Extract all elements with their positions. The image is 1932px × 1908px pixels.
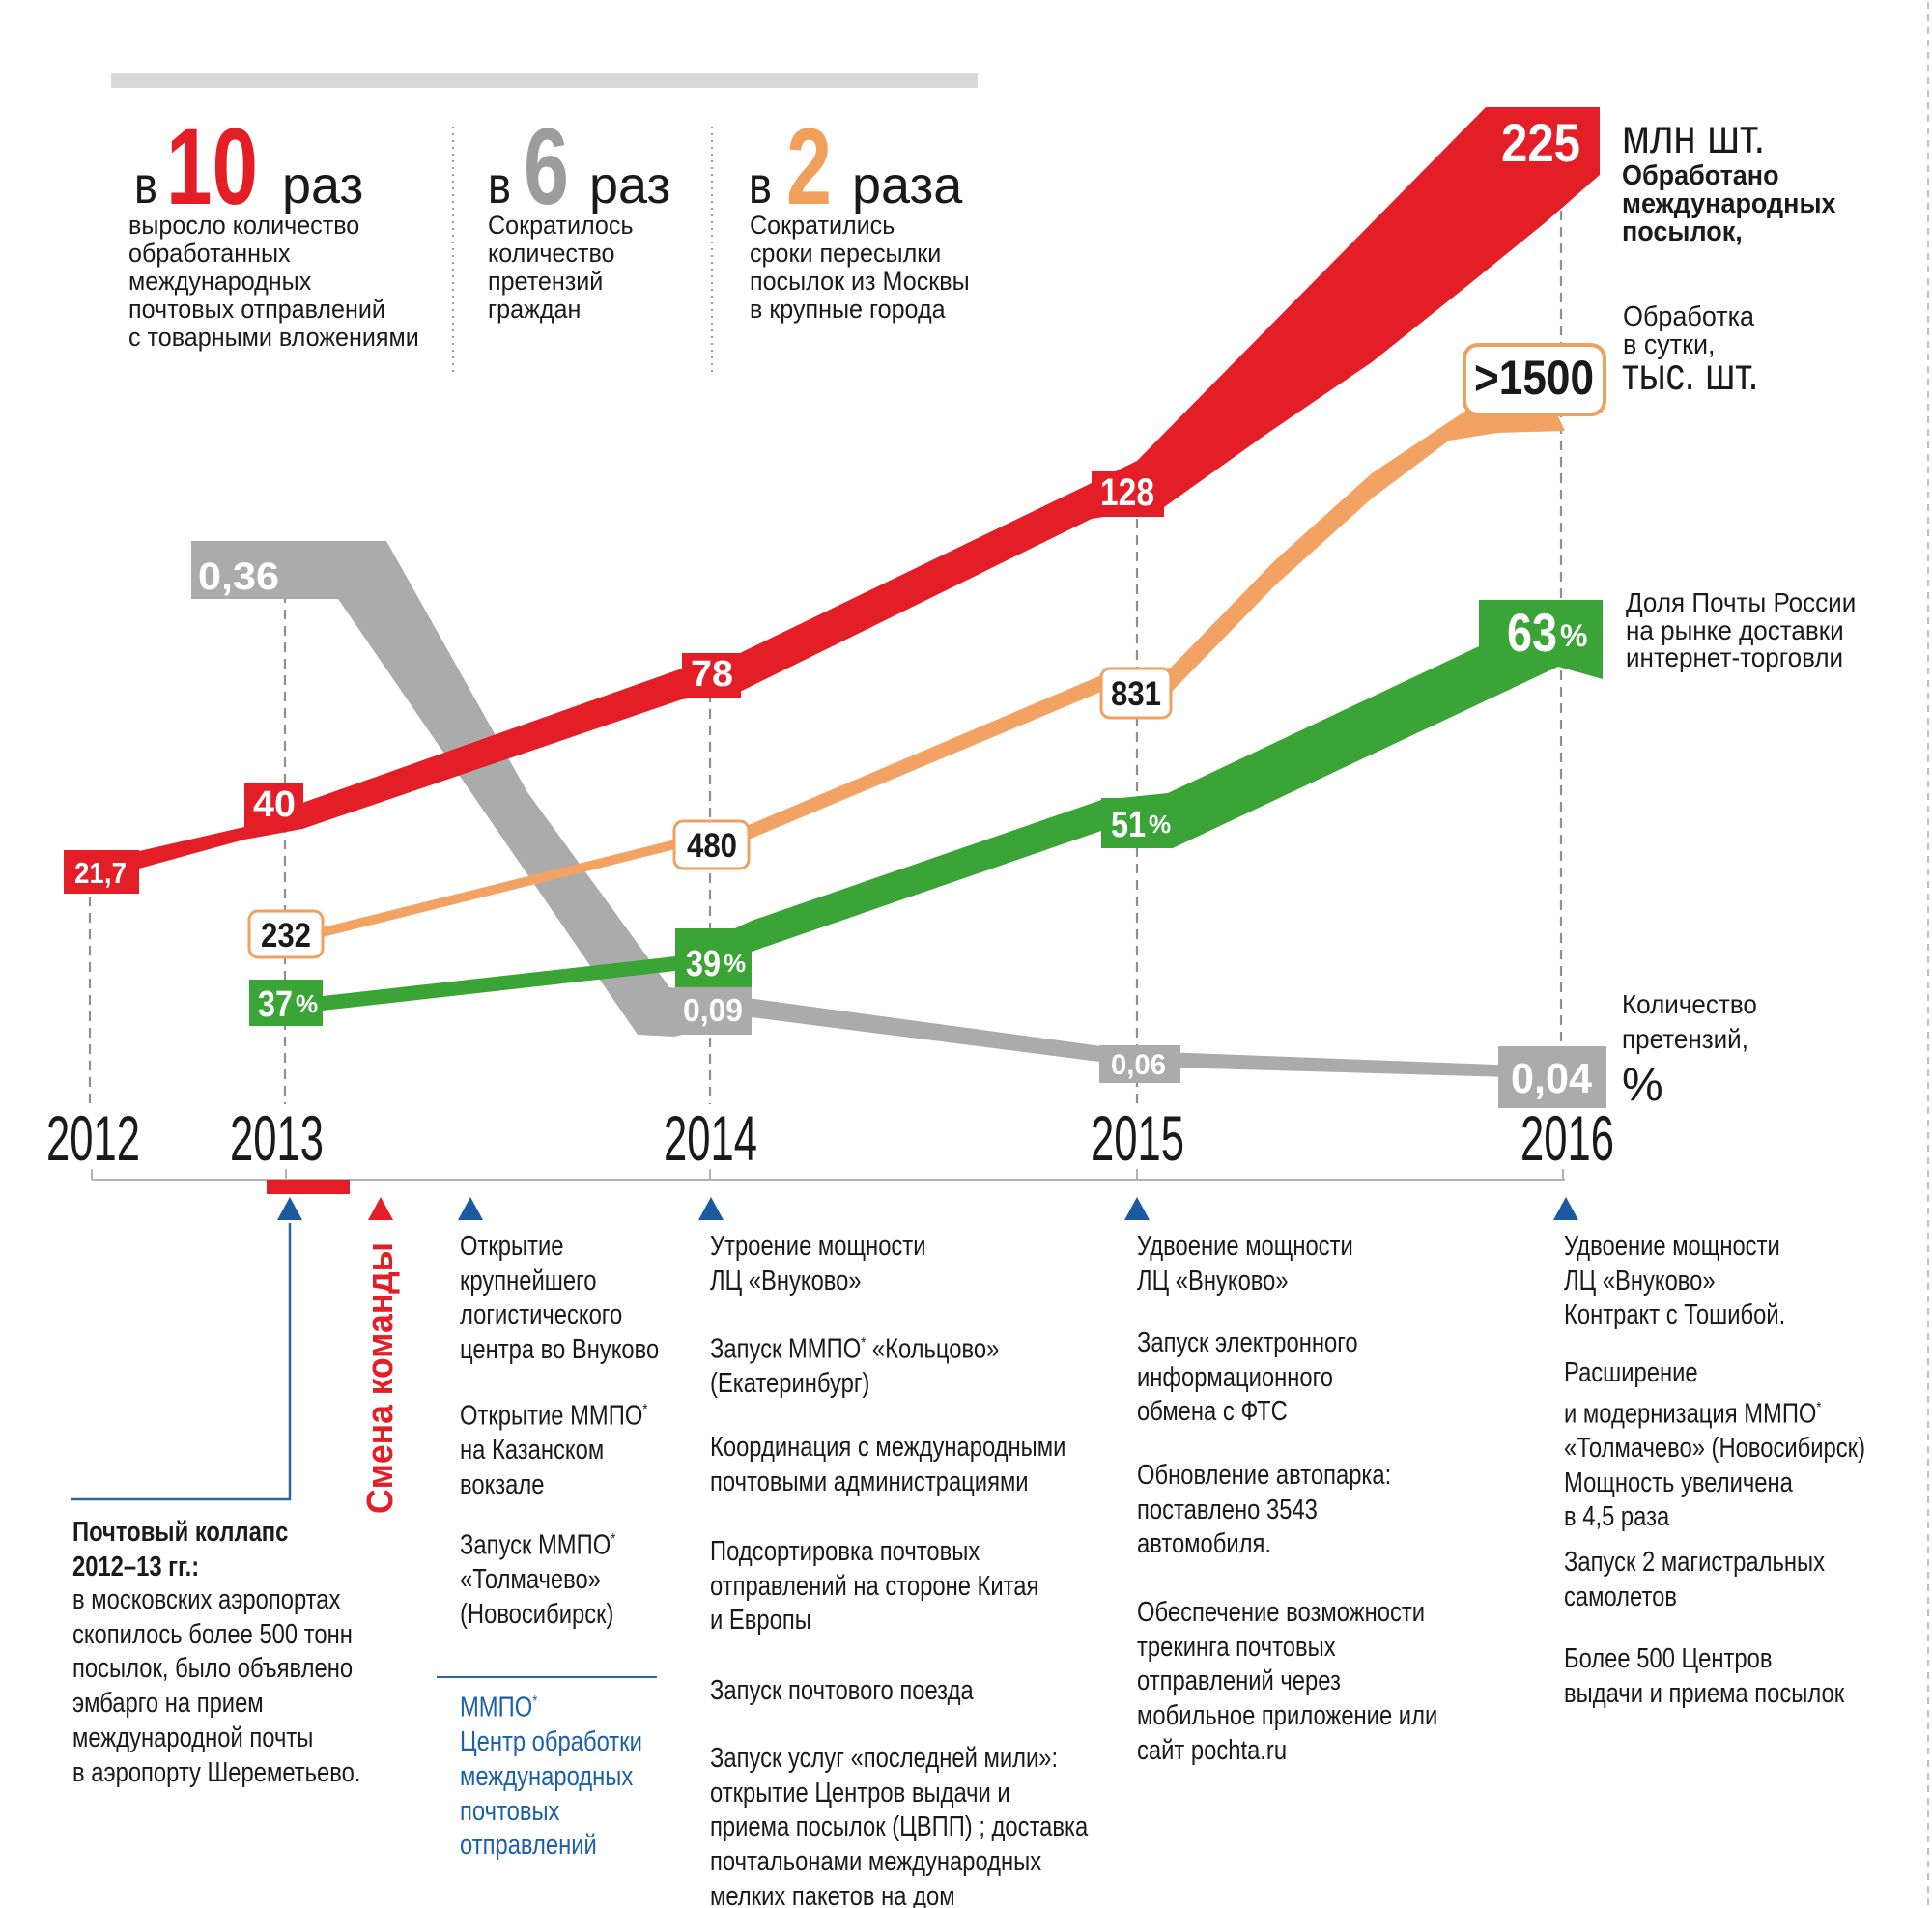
svg-text:63: 63 — [1507, 602, 1557, 663]
svg-text:в: в — [749, 157, 772, 214]
svg-text:128: 128 — [1100, 471, 1154, 514]
svg-text:0,36: 0,36 — [198, 555, 279, 598]
svg-text:Смена команды: Смена команды — [360, 1242, 401, 1514]
svg-text:2015: 2015 — [1091, 1102, 1184, 1174]
svg-text:2016: 2016 — [1520, 1102, 1614, 1174]
svg-text:21,7: 21,7 — [74, 856, 127, 890]
svg-text:480: 480 — [687, 827, 737, 865]
svg-text:10: 10 — [166, 106, 258, 227]
svg-text:6: 6 — [524, 106, 569, 227]
svg-text:в: в — [488, 157, 511, 214]
svg-text:%: % — [1149, 810, 1171, 839]
svg-text:0,09: 0,09 — [683, 992, 743, 1028]
svg-text:78: 78 — [691, 654, 733, 695]
svg-text:2: 2 — [786, 106, 832, 227]
svg-text:0,06: 0,06 — [1111, 1049, 1166, 1081]
svg-text:%: % — [724, 949, 746, 978]
svg-text:в: в — [134, 157, 157, 214]
svg-text:раз: раз — [589, 157, 670, 214]
svg-text:раза: раза — [852, 157, 963, 214]
svg-text:232: 232 — [261, 917, 311, 954]
svg-text:раз: раз — [282, 157, 363, 214]
svg-text:39: 39 — [686, 944, 721, 984]
svg-text:2014: 2014 — [664, 1102, 757, 1174]
svg-text:51: 51 — [1111, 805, 1146, 845]
svg-text:225: 225 — [1501, 112, 1580, 173]
svg-text:831: 831 — [1111, 675, 1161, 713]
svg-text:37: 37 — [258, 984, 293, 1025]
svg-text:>1500: >1500 — [1474, 351, 1594, 405]
svg-text:2012: 2012 — [46, 1102, 140, 1174]
svg-text:%: % — [296, 989, 318, 1018]
svg-text:40: 40 — [253, 784, 296, 825]
svg-text:2013: 2013 — [230, 1102, 324, 1174]
svg-text:%: % — [1560, 618, 1587, 653]
svg-text:0,04: 0,04 — [1511, 1055, 1593, 1102]
